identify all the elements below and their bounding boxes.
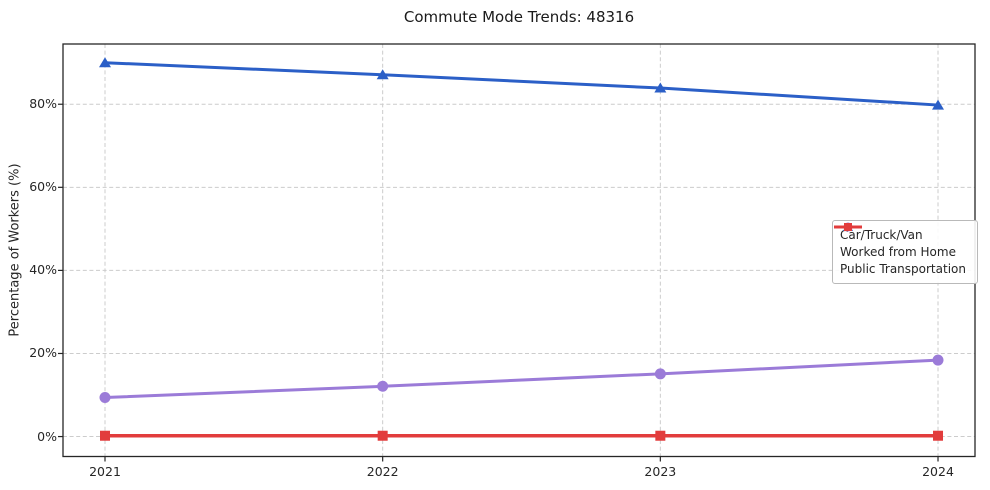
legend-label: Worked from Home [840,244,956,259]
legend: Car/Truck/Van Worked from Home Public Tran… [832,220,978,284]
data-point-marker [100,430,110,441]
x-tick-label: 2022 [366,464,399,479]
y-tick-label: 20% [29,345,57,361]
y-tick-label: 60% [29,179,57,195]
square-legend-marker-icon [834,223,862,231]
x-tick-label: 2023 [644,464,677,479]
data-point-marker [377,380,389,392]
data-point-marker [376,69,389,80]
legend-item: Worked from Home [834,222,970,260]
legend-label: Car/Truck/Van [840,227,923,242]
y-tick-label: 0% [37,428,57,444]
x-tick-label: 2024 [922,464,954,479]
chart-title: Commute Mode Trends: 48316 [403,8,635,26]
data-point-marker [654,368,666,380]
data-point-marker [933,430,944,441]
data-point-marker [932,99,945,110]
series-line [103,61,940,107]
y-tick-label: 40% [29,262,57,278]
data-point-marker [99,57,111,68]
legend-item: Public Transportation [834,223,970,277]
series-line [103,358,940,400]
data-point-marker [99,392,111,404]
data-point-marker [654,82,667,93]
data-point-marker [377,430,388,441]
x-tick-label: 2021 [89,464,121,479]
legend-label: Public Transportation [840,261,966,276]
data-point-marker [655,430,666,441]
y-tick-label: 80% [29,96,57,112]
data-point-marker [932,354,944,366]
